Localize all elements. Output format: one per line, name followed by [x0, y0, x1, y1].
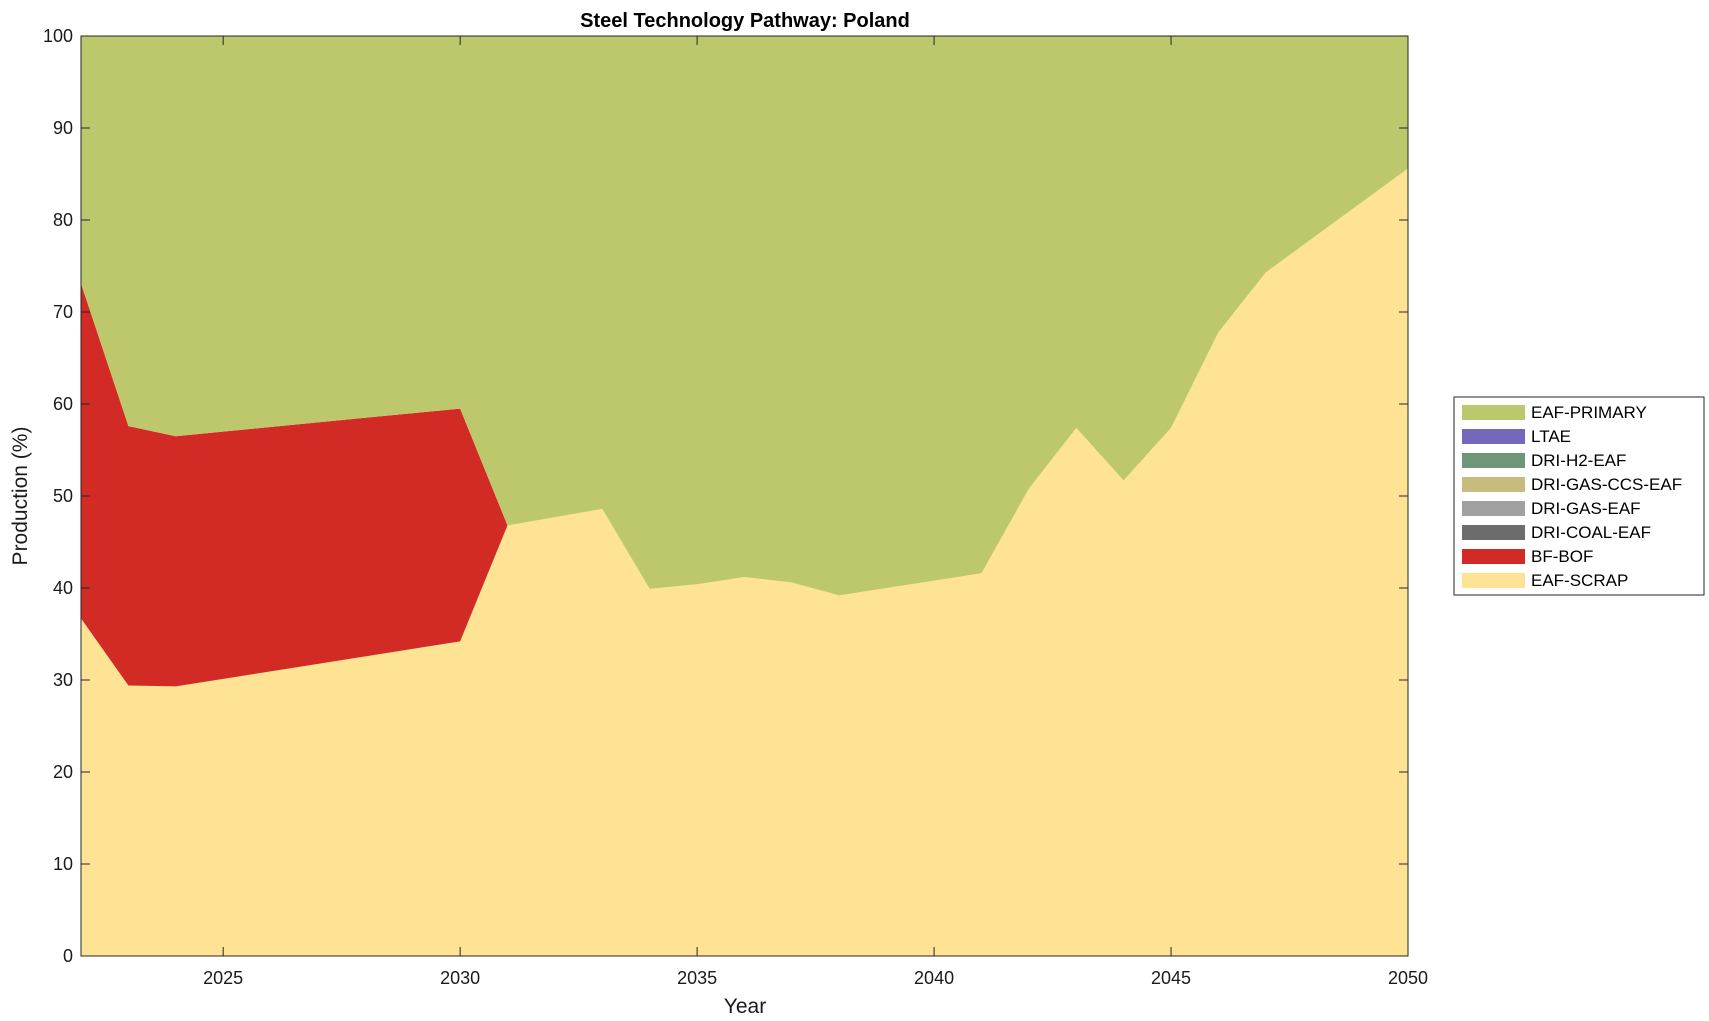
legend-swatch: [1462, 429, 1525, 444]
legend-label: DRI-COAL-EAF: [1531, 523, 1651, 542]
y-tick-label: 90: [53, 118, 73, 138]
x-tick-label: 2045: [1151, 968, 1191, 988]
legend-swatch: [1462, 453, 1525, 468]
legend-swatch: [1462, 525, 1525, 540]
y-tick-label: 50: [53, 486, 73, 506]
x-tick-label: 2035: [677, 968, 717, 988]
x-axis-label: Year: [724, 995, 766, 1018]
legend-swatch: [1462, 573, 1525, 588]
y-tick-label: 70: [53, 302, 73, 322]
legend-swatch: [1462, 405, 1525, 420]
legend: EAF-PRIMARY LTAE DRI-H2-EAF DRI-GAS-CCS-EAF…: [1453, 396, 1705, 596]
area-layers: [81, 36, 1408, 956]
y-tick-label: 60: [53, 394, 73, 414]
legend-label: EAF-SCRAP: [1531, 571, 1628, 590]
legend-label: DRI-H2-EAF: [1531, 451, 1626, 470]
area-bf-bof: [81, 168, 1408, 687]
y-axis-label: Production (%): [9, 427, 32, 566]
x-tick-label: 2030: [440, 968, 480, 988]
legend-label: EAF-PRIMARY: [1531, 403, 1647, 422]
area-eaf-scrap: [81, 168, 1408, 956]
x-tick-label: 2025: [203, 968, 243, 988]
y-tick-label: 40: [53, 578, 73, 598]
chart-title: Steel Technology Pathway: Poland: [580, 10, 910, 32]
legend-label: DRI-GAS-CCS-EAF: [1531, 475, 1682, 494]
legend-swatch: [1462, 549, 1525, 564]
legend-label: LTAE: [1531, 427, 1571, 446]
legend-swatch: [1462, 501, 1525, 516]
y-tick-label: 0: [63, 946, 73, 966]
y-tick-label: 10: [53, 854, 73, 874]
y-tick-label: 100: [43, 26, 73, 46]
x-tick-label: 2050: [1388, 968, 1428, 988]
legend-label: DRI-GAS-EAF: [1531, 499, 1641, 518]
y-tick-label: 20: [53, 762, 73, 782]
x-tick-label: 2040: [914, 968, 954, 988]
area-eaf-primary: [81, 36, 1408, 596]
y-tick-label: 30: [53, 670, 73, 690]
legend-label: BF-BOF: [1531, 547, 1593, 566]
legend-swatch: [1462, 477, 1525, 492]
y-tick-label: 80: [53, 210, 73, 230]
